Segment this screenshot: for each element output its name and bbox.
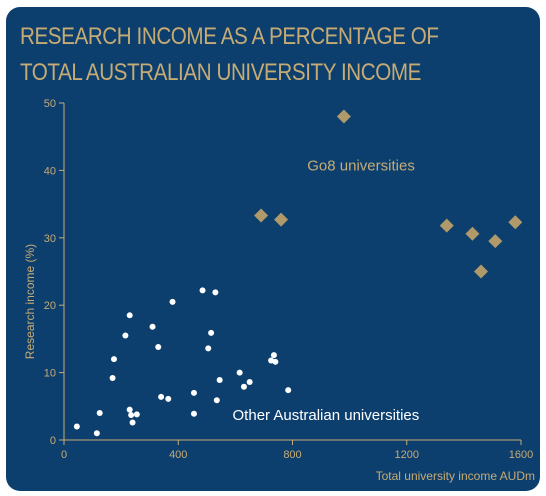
- other-university-point: [213, 397, 220, 404]
- go8-point: [254, 208, 269, 223]
- go8-point: [439, 218, 454, 233]
- chart-ticks: 0 400 800 1200 1600 0 10 20 30 40 50: [44, 98, 533, 461]
- chart-panel: RESEARCH INCOME AS A PERCENTAGE OF TOTAL…: [6, 7, 540, 491]
- y-tick-label: 40: [44, 165, 56, 177]
- other-university-point: [109, 374, 116, 381]
- other-university-point: [149, 323, 156, 330]
- x-tick-label: 0: [61, 449, 67, 461]
- go8-point: [508, 215, 523, 230]
- other-university-point: [73, 423, 80, 430]
- x-tick-label: 1200: [395, 449, 419, 461]
- other-university-point: [205, 345, 212, 352]
- other-university-point: [270, 352, 277, 359]
- other-university-point: [110, 356, 117, 363]
- other-university-point: [272, 358, 279, 365]
- y-tick-label: 20: [44, 300, 56, 312]
- other-university-point: [165, 395, 172, 402]
- x-axis-title: Total university income AUDm: [376, 469, 535, 483]
- go8-point: [488, 234, 503, 249]
- other-university-point: [126, 312, 133, 319]
- other-university-point: [169, 298, 176, 305]
- other-university-point: [190, 410, 197, 417]
- y-axis-title: Research income (%): [23, 244, 37, 359]
- other-university-point: [236, 369, 243, 376]
- annotation-go8: Go8 universities: [307, 157, 415, 174]
- other-university-point: [240, 383, 247, 390]
- scatter-chart: 0 400 800 1200 1600 0 10 20 30 40 50 Go8 universit…: [23, 98, 535, 483]
- other-university-point: [128, 412, 135, 419]
- annotation-other: Other Australian universities: [233, 407, 420, 424]
- other-university-point: [190, 389, 197, 396]
- x-tick-label: 400: [169, 449, 187, 461]
- other-university-point: [133, 411, 140, 418]
- other-university-point: [199, 287, 206, 294]
- other-university-point: [93, 430, 100, 437]
- chart-title-line-1: RESEARCH INCOME AS A PERCENTAGE OF: [20, 23, 439, 50]
- other-university-point: [208, 329, 215, 336]
- go8-point: [474, 264, 489, 279]
- other-university-point: [246, 379, 253, 386]
- other-university-point: [96, 410, 103, 417]
- x-tick-label: 1600: [509, 449, 533, 461]
- go8-point: [465, 226, 480, 241]
- go8-point: [274, 212, 289, 227]
- y-tick-label: 30: [44, 233, 56, 245]
- y-tick-label: 0: [50, 435, 56, 447]
- go8-point: [336, 109, 351, 124]
- chart-title-line-2: TOTAL AUSTRALIAN UNIVERSITY INCOME: [20, 59, 421, 86]
- y-tick-label: 50: [44, 98, 56, 110]
- other-university-point: [126, 406, 133, 413]
- other-university-point: [155, 343, 162, 350]
- other-university-point: [158, 393, 165, 400]
- x-tick-label: 800: [283, 449, 301, 461]
- other-university-point: [216, 377, 223, 384]
- chart-points: [73, 109, 523, 437]
- other-university-point: [212, 289, 219, 296]
- other-university-point: [122, 332, 129, 339]
- chart-axes: [63, 103, 521, 441]
- other-university-point: [285, 387, 292, 394]
- y-tick-label: 10: [44, 368, 56, 380]
- other-university-point: [129, 419, 136, 426]
